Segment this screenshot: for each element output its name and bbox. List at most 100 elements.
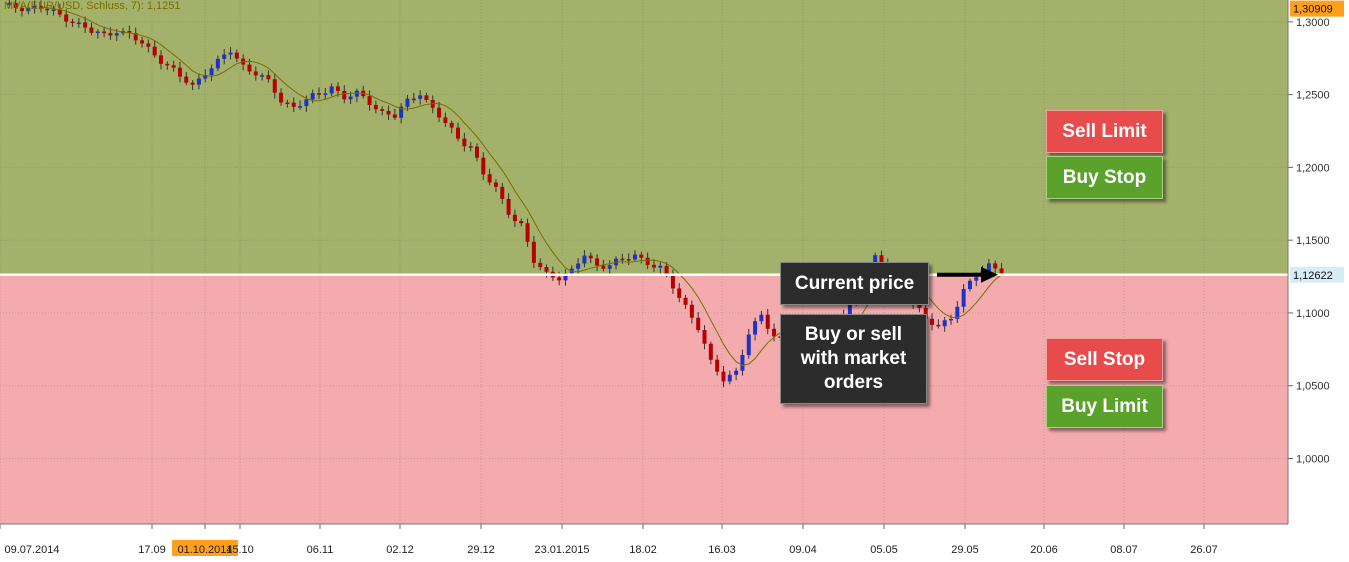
candle [19,3,24,17]
candle [279,88,284,106]
candle [683,294,688,309]
candle [449,120,454,134]
candle [159,50,163,70]
candle [424,92,429,103]
candle [260,72,265,81]
candle-body [127,31,132,34]
candle [57,3,62,18]
candle [765,308,770,335]
candle [76,18,81,28]
x-tick-label: 23.01.2015 [534,544,589,556]
buy-stop-label: Buy Stop [1046,156,1163,199]
candle [702,325,707,350]
x-label-highlight [172,540,238,556]
candle-body [367,96,372,105]
candle [696,311,701,333]
y-tick-label: 1,3000 [1296,17,1330,29]
sell-stop-label: Sell Stop [1046,338,1163,381]
candle-body [974,277,979,281]
x-tick-label: 18.02 [629,544,657,556]
candle-body [19,7,24,12]
candle-body [677,288,682,298]
x-tick-label: 09.04 [789,544,817,556]
candle [222,48,227,65]
candle-body [209,68,214,76]
candle [70,18,75,27]
candle-body [595,258,600,266]
candle [740,349,745,376]
candle-body [329,86,334,94]
candle [335,82,340,97]
candle-body [108,33,113,36]
candle [949,314,953,325]
x-tick-label: 17.09 [138,544,166,556]
candle-body [399,106,404,118]
candle-body [310,93,315,100]
candle [13,0,18,13]
candle [512,209,517,227]
candle [285,99,290,108]
candle-body [291,102,296,107]
candle-body [702,330,707,344]
x-tick-label: 06.11 [307,544,334,556]
candle-body [159,55,163,64]
candle-body [57,9,62,15]
candle [386,105,391,121]
candle-body [203,75,208,79]
candle-body [140,40,145,44]
candle [380,106,385,116]
max-price-tag: 1,30909 [1293,4,1333,16]
candle [266,70,271,83]
candle [462,132,467,152]
candle-body [670,274,675,289]
candle [563,269,568,286]
candle [7,0,12,9]
sell-limit-label: Sell Limit [1046,110,1163,153]
candle-body [45,8,50,11]
candle-body [222,54,227,59]
candle [234,49,239,63]
candle-body [443,117,448,123]
candle [993,260,998,275]
candle [26,4,31,15]
x-tick-label: 26.07 [1190,544,1218,556]
candle-body [456,127,461,139]
candle [753,317,758,341]
candle-body [708,343,713,360]
candle-body [930,318,935,325]
candle [437,101,442,123]
candle [171,60,176,72]
y-tick-label: 1,2500 [1296,90,1330,102]
candle [519,218,524,227]
candle [689,300,694,324]
candle-body [588,255,593,259]
candle-body [475,146,479,158]
candle-body [266,75,271,80]
candle [373,100,378,114]
candle-body [999,268,1004,274]
candle [102,26,107,38]
candle [51,5,56,16]
candle-body [418,95,423,99]
candle-body [89,27,94,33]
x-tick-label: 08.07 [1110,544,1138,556]
candle-body [873,255,878,268]
candle-body [272,79,277,93]
candle [165,61,170,70]
candle-body [620,258,625,261]
candle [253,66,258,81]
candle [734,367,739,381]
candle [354,88,359,103]
candle-body [645,257,650,265]
candle-body [177,67,182,77]
candle-body [386,110,391,115]
candle [45,5,50,16]
current-price-callout: Current price [780,262,929,305]
candle [399,103,404,124]
candle-body [335,86,340,91]
candle [651,259,656,272]
candle-body [215,58,220,69]
x-tick-label: 29.05 [951,544,979,556]
candle-body [481,157,486,175]
candle [177,61,182,83]
